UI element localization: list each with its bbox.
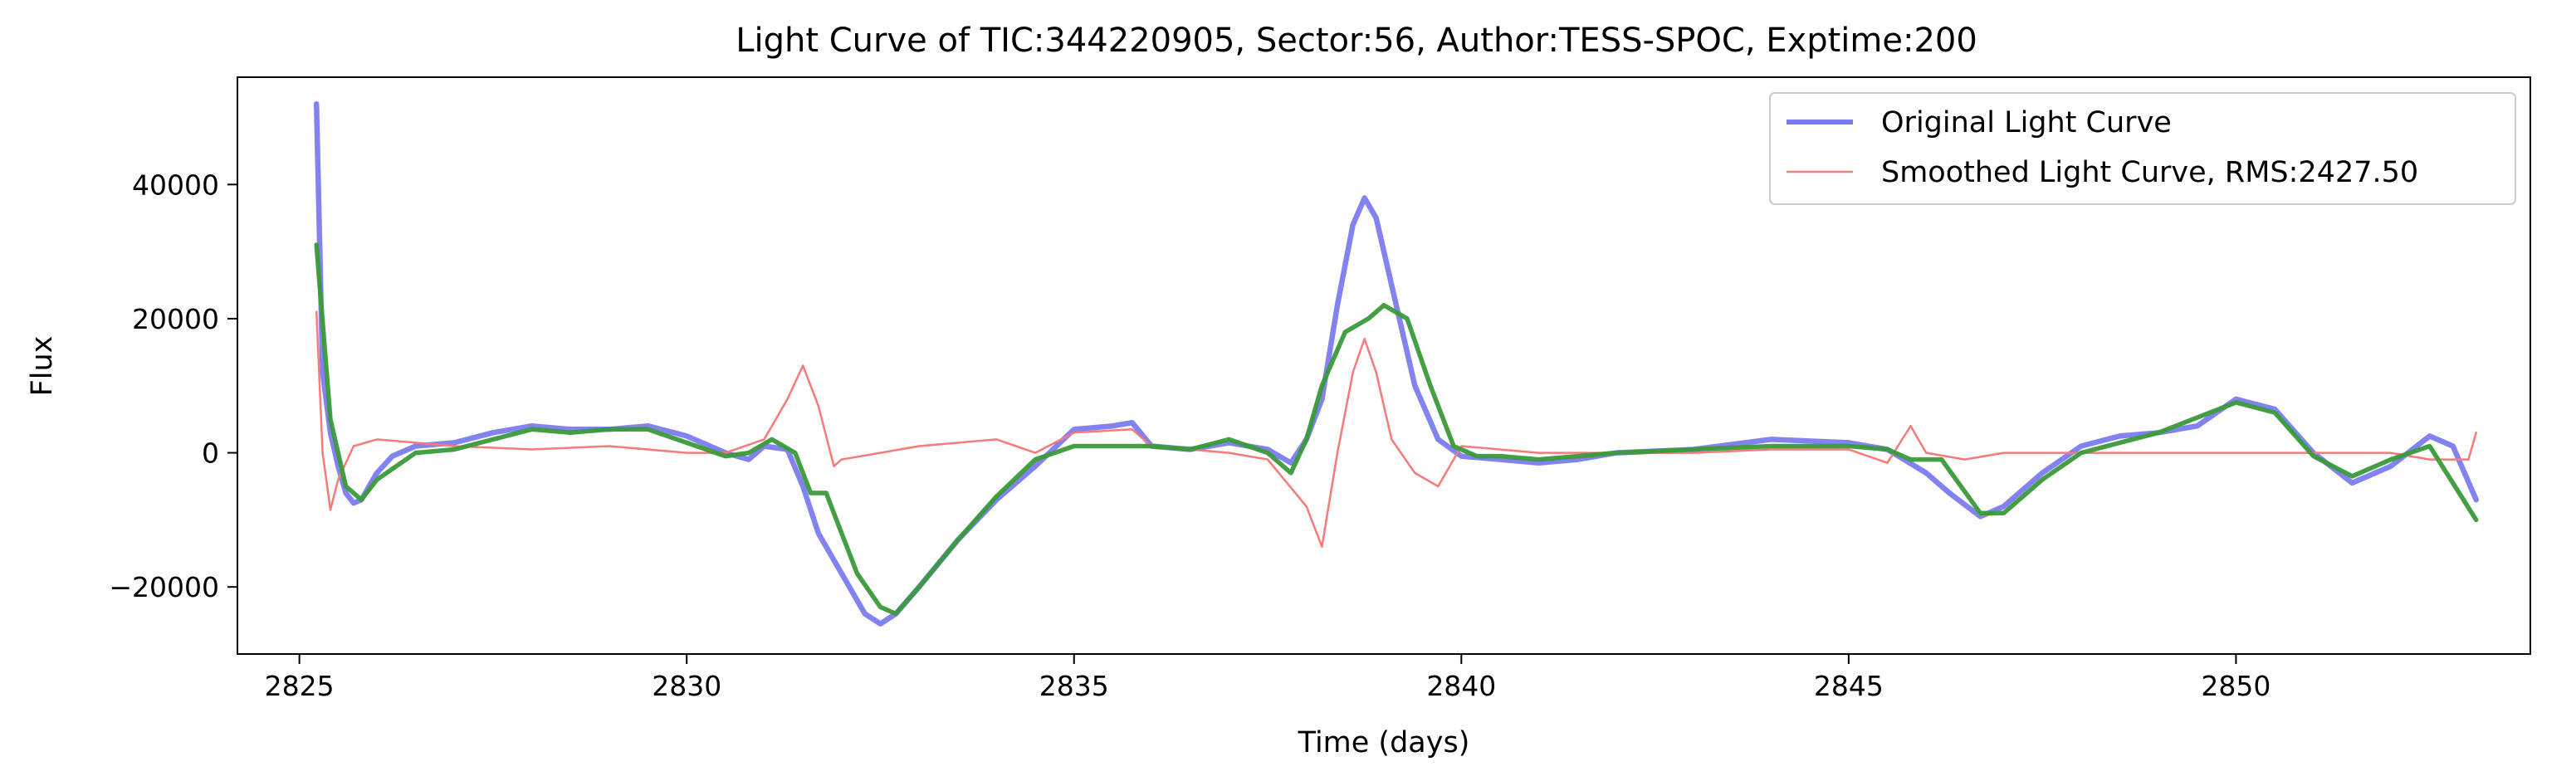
legend-box: [1769, 92, 2516, 205]
series-line-smoothed: [315, 310, 2477, 548]
x-tick-label: 2835: [1039, 670, 1109, 702]
y-axis-label: Flux: [26, 336, 59, 397]
chart-title: Light Curve of TIC:344220905, Sector:56,…: [736, 22, 1977, 60]
legend-label-smoothed: Smoothed Light Curve, RMS:2427.50: [1881, 156, 2418, 189]
y-tick-label: 40000: [132, 168, 219, 201]
y-tick-label: 0: [202, 437, 219, 470]
y-tick-label: 20000: [132, 303, 219, 335]
x-tick-label: 2840: [1426, 670, 1496, 702]
x-axis-ticks: 2825 2830 2835 2840 2845 2850: [265, 654, 2270, 702]
y-axis-ticks: −20000 0 20000 40000: [109, 168, 237, 603]
y-tick-label: −20000: [109, 571, 219, 603]
x-tick-label: 2845: [1814, 670, 1884, 702]
x-tick-label: 2825: [265, 670, 335, 702]
plot-frame: [237, 76, 2531, 655]
x-tick-label: 2830: [652, 670, 721, 702]
series-line-trend: [314, 242, 2479, 617]
x-axis-label: Time (days): [1298, 726, 1470, 759]
legend: Original Light Curve Smoothed Light Curv…: [1769, 92, 2516, 205]
series-layer: [313, 101, 2479, 627]
x-tick-label: 2850: [2201, 670, 2270, 702]
legend-label-original: Original Light Curve: [1881, 106, 2172, 139]
